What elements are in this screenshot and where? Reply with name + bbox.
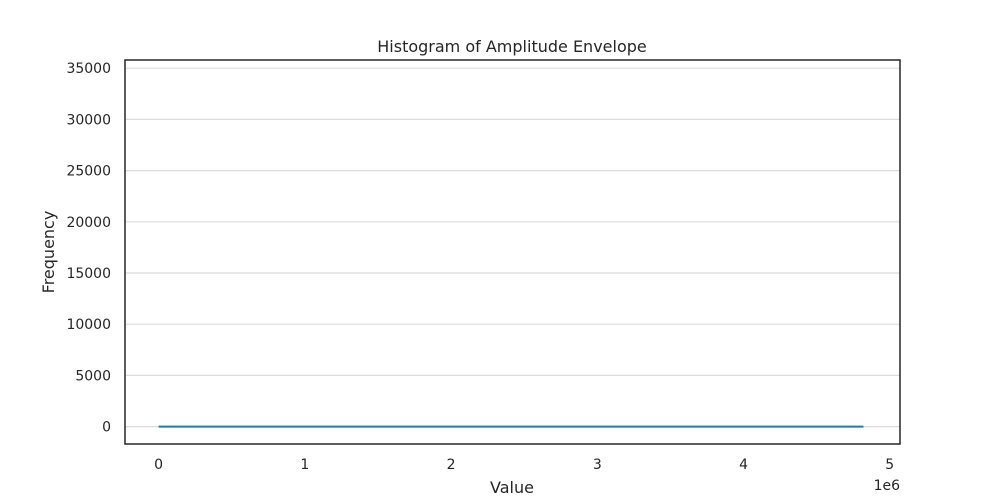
y-tick-label: 30000: [66, 112, 111, 128]
grid-lines: [125, 67, 900, 428]
x-tick-label: 2: [447, 457, 456, 473]
x-axis-offset-label: 1e6: [874, 478, 901, 494]
x-axis-label: Value: [490, 478, 534, 497]
y-tick-label: 15000: [66, 266, 111, 282]
chart-title: Histogram of Amplitude Envelope: [377, 37, 646, 56]
y-axis-label: Frequency: [39, 211, 58, 294]
x-tick-label: 1: [300, 457, 309, 473]
y-tick-label: 20000: [66, 215, 111, 231]
y-tick-label: 5000: [75, 368, 111, 384]
x-tick-label: 3: [593, 457, 602, 473]
y-tick-label: 10000: [66, 317, 111, 333]
plot-frame: [124, 59, 901, 445]
y-tick-label: 35000: [66, 61, 111, 77]
x-tick-label: 0: [154, 457, 163, 473]
y-tick-labels: 0 5000 10000 15000 20000 25000 30000 35000: [66, 61, 111, 435]
x-tick-label: 4: [739, 457, 748, 473]
x-tick-label: 5: [885, 457, 894, 473]
y-tick-label: 25000: [66, 164, 111, 180]
y-tick-label: 0: [102, 420, 111, 436]
x-tick-labels: 0 1 2 3 4 5: [154, 457, 894, 473]
